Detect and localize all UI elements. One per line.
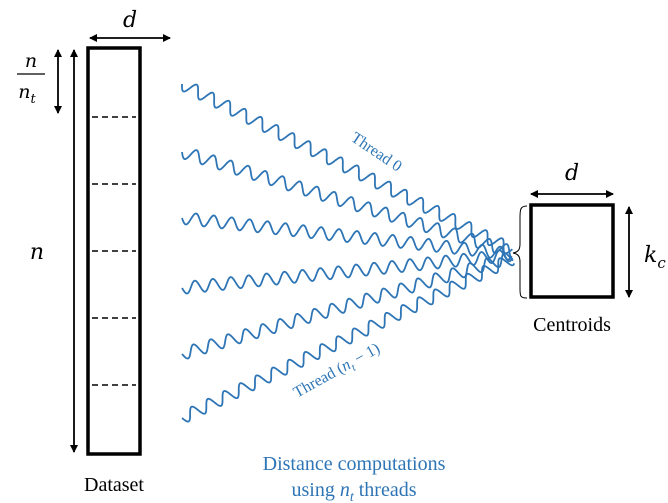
thread-wave [181, 83, 513, 255]
dataset-group: d n nt n Dataset [17, 8, 171, 496]
thread-wave [181, 257, 515, 423]
dataset-caption: Dataset [84, 474, 144, 496]
dataset-width-label: d [123, 8, 137, 33]
centroids-brace [512, 205, 528, 299]
chunk-size-fraction: n nt [17, 50, 45, 107]
description: Distance computations using nt threads [263, 453, 446, 503]
thread-first-label: Thread 0 [348, 129, 405, 175]
dataset-height-label: n [30, 240, 44, 265]
thread-last-label: Thread (nt − 1) [291, 340, 385, 404]
thread-wave [181, 249, 514, 295]
description-line2: using nt threads [292, 479, 417, 503]
chunk-size-denominator: nt [18, 81, 36, 107]
thread-wave [181, 252, 514, 360]
thread-wave [181, 212, 513, 261]
dataset-dividers [92, 116, 136, 386]
description-line1: Distance computations [263, 453, 446, 475]
centroids-box [529, 203, 615, 299]
thread-wave [181, 149, 512, 258]
centroids-caption: Centroids [533, 314, 611, 336]
centroids-group: d kc Centroids [512, 161, 666, 336]
centroids-width-label: d [565, 161, 579, 186]
chunk-size-numerator: n [25, 50, 37, 72]
thread-waves [181, 83, 515, 423]
centroids-height-label: kc [644, 243, 666, 272]
